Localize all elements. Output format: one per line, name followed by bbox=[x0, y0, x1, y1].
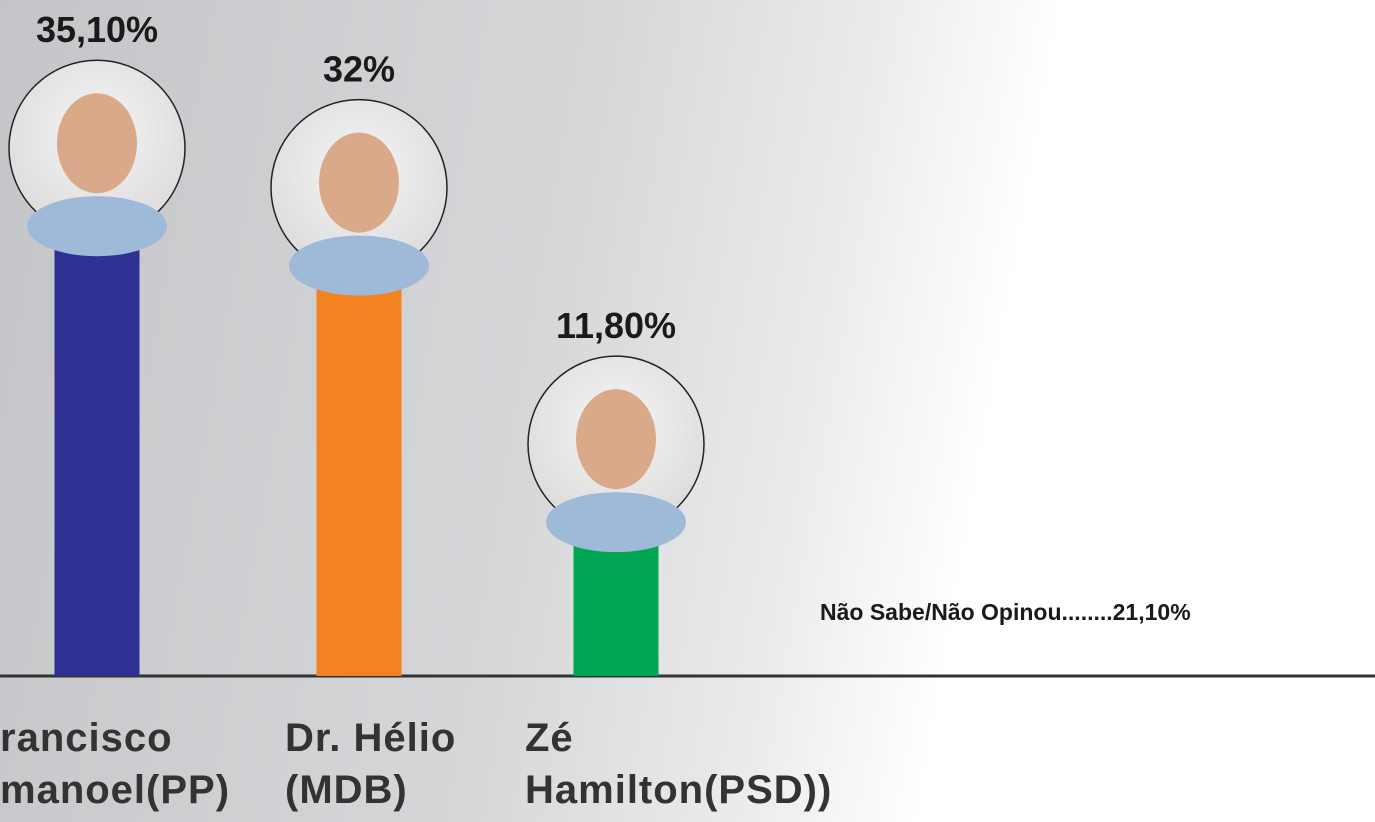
photo-shoulders bbox=[27, 196, 167, 257]
photo-face bbox=[57, 93, 137, 194]
value-label: 32% bbox=[323, 49, 395, 90]
category-label: Zé Hamilton(PSD)) bbox=[525, 716, 833, 812]
bar bbox=[316, 269, 402, 676]
bar bbox=[54, 230, 140, 677]
category-label: rancisco manoel(PP) bbox=[0, 716, 231, 812]
category-label: Dr. Hélio (MDB) bbox=[285, 716, 457, 812]
value-label: 35,10% bbox=[36, 9, 158, 50]
annotation: Não Sabe/Não Opinou........21,10% bbox=[820, 599, 1191, 625]
photo-shoulders bbox=[546, 492, 686, 553]
photo-shoulders bbox=[289, 235, 429, 296]
photo-face bbox=[319, 132, 399, 233]
value-label: 11,80% bbox=[556, 305, 676, 346]
photo-face bbox=[576, 389, 656, 490]
